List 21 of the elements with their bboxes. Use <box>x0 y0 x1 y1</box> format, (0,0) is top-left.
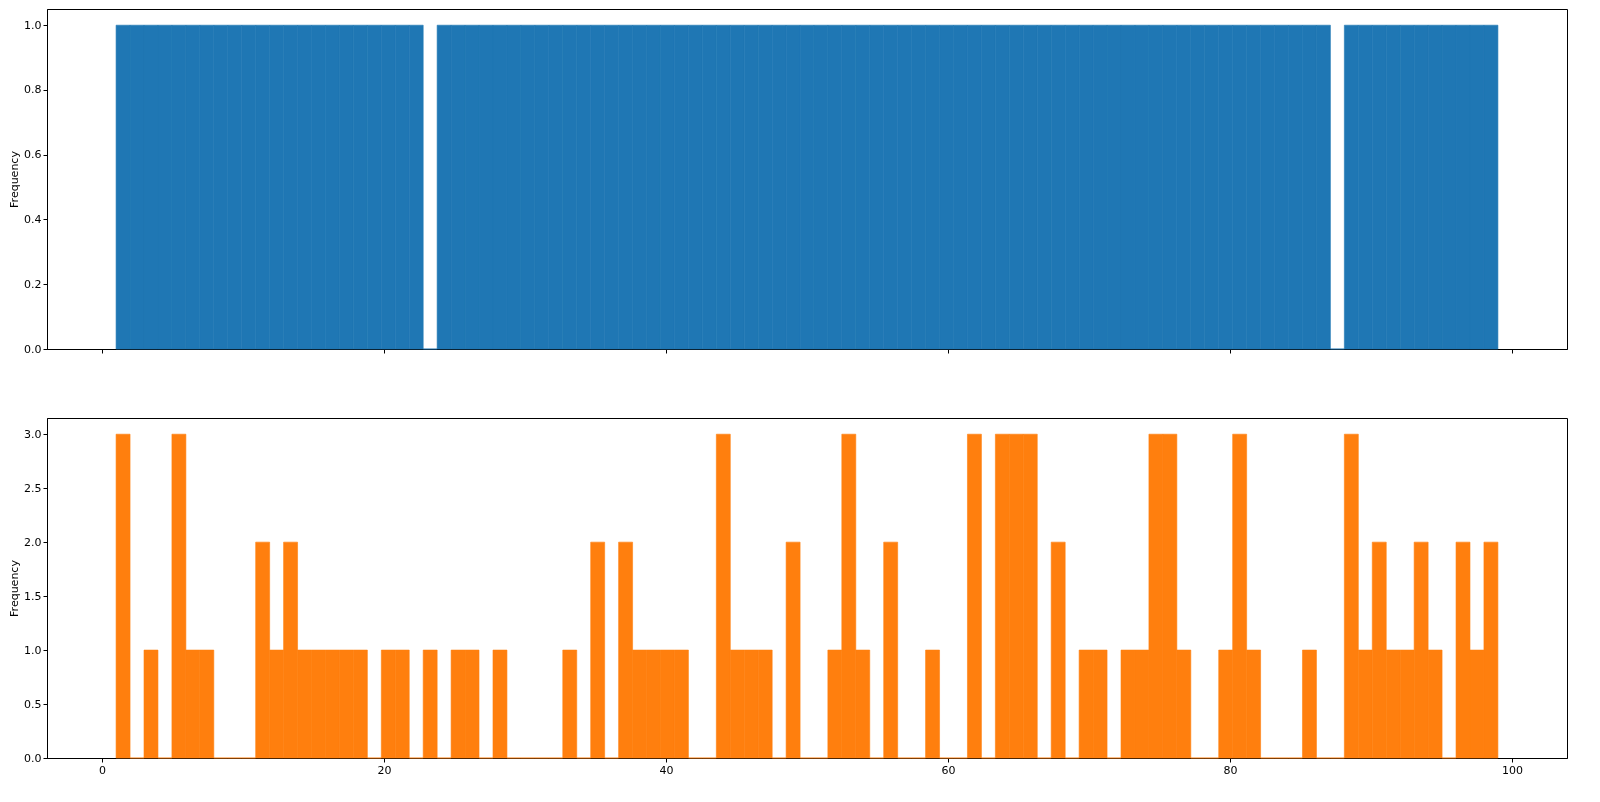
y-tick-label: 2.5 <box>24 481 42 495</box>
x-tick-label: 80 <box>1223 763 1238 777</box>
y-tick-label: 1.0 <box>24 18 42 32</box>
y-tick-label: 1.0 <box>24 643 42 657</box>
x-tick-label: 100 <box>1502 763 1524 777</box>
y-tick-label: 2.0 <box>24 535 42 549</box>
y-axis-title: Frequency <box>8 150 22 208</box>
x-tick-label: 40 <box>659 763 674 777</box>
y-tick-label: 3.0 <box>24 427 42 441</box>
y-tick-label: 0.2 <box>24 277 42 291</box>
y-tick-label: 1.5 <box>24 589 42 603</box>
y-tick-label: 0.0 <box>24 751 42 765</box>
y-tick-label: 0.8 <box>24 83 42 97</box>
y-tick-label: 0.6 <box>24 148 42 162</box>
x-tick-label: 20 <box>377 763 392 777</box>
x-tick-label: 0 <box>98 763 106 777</box>
y-tick-label: 0.0 <box>24 342 42 356</box>
y-tick-label: 0.4 <box>24 212 42 226</box>
x-tick-label: 60 <box>941 763 956 777</box>
y-tick-label: 0.5 <box>24 697 42 711</box>
y-axis-title: Frequency <box>8 559 22 617</box>
